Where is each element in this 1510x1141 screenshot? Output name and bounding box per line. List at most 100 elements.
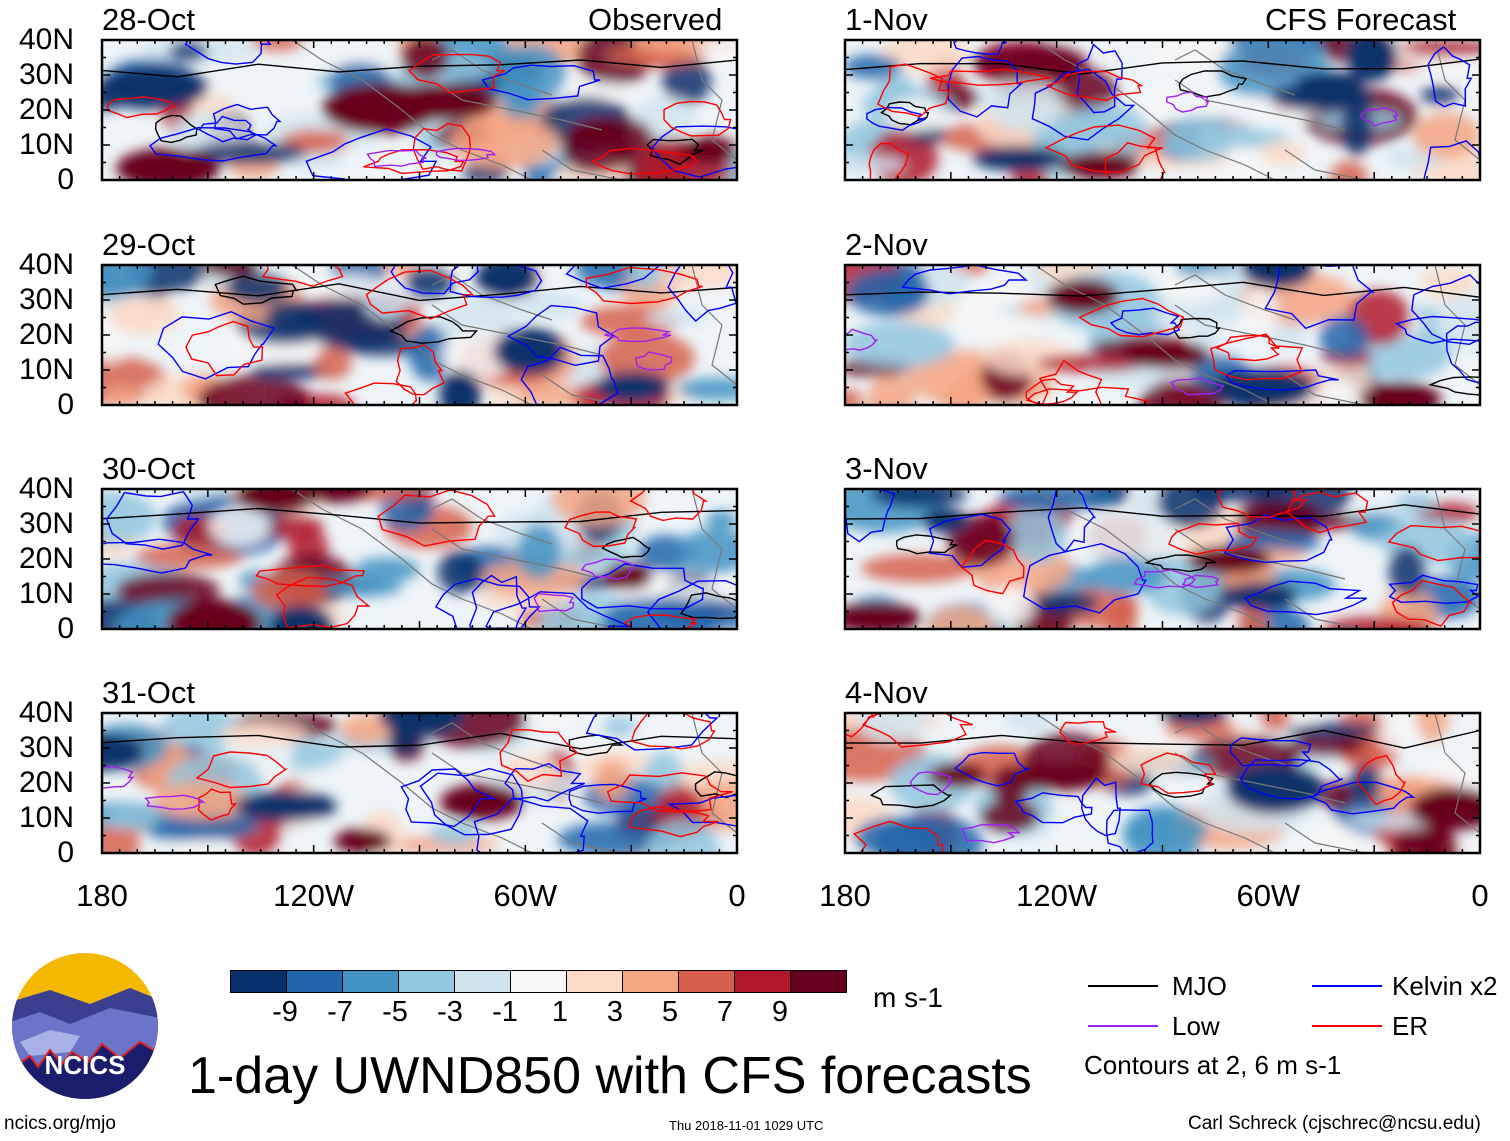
legend-label-er: ER [1392,1011,1429,1041]
wind-anomaly-field [102,489,737,629]
panel-date-label: 28-Oct [102,2,196,37]
lon-label: 60W [493,878,558,913]
lat-label: 40N [18,23,74,56]
colorbar-tick-label: -1 [492,996,518,1028]
wind-anomaly-field [845,713,1480,853]
colorbar-tick-label: 1 [551,996,569,1028]
lat-label: 10N [18,577,74,610]
lat-label: 30N [18,283,74,316]
colorbar-tick-label: 9 [771,996,789,1028]
lat-label: 30N [18,58,74,91]
colorbar-tick-label: 3 [606,996,624,1028]
colorbar-tick-label: -5 [382,996,408,1028]
lat-label: 20N [18,318,74,351]
panel-date-label: 29-Oct [102,227,196,262]
coastline [291,40,737,180]
legend-line-kelvin [1312,985,1382,987]
contours [102,265,737,405]
lon-label: 180 [76,878,128,913]
lon-label: 120W [1016,878,1098,913]
lat-label: 0 [57,836,74,869]
lat-label: 30N [18,731,74,764]
lon-label: 0 [728,878,746,913]
lat-label: 0 [57,612,74,645]
colorbar-tick-label: 7 [716,996,734,1028]
lon-label: 180 [819,878,871,913]
panel-date-label: 30-Oct [102,451,196,486]
legend-line-low [1088,1025,1158,1027]
lat-label: 40N [18,696,74,729]
cfs-forecast-header: CFS Forecast [1265,2,1457,37]
lat-label: 10N [18,801,74,834]
lat-label: 0 [57,163,74,196]
units-label: m s-1 [873,982,943,1013]
coastline [1034,713,1480,853]
lat-label: 0 [57,388,74,421]
coastline [291,713,737,853]
colorbar-swatch [455,971,511,992]
colorbar-tick-label: 5 [661,996,679,1028]
colorbar-swatch [343,971,399,992]
panel-date-label: 1-Nov [845,2,928,37]
map-panel [100,711,739,855]
footer-timestamp: Thu 2018-11-01 1029 UTC [669,1118,824,1133]
lat-label: 20N [18,93,74,126]
wind-anomaly-field [845,40,1480,180]
map-panel [100,263,739,407]
contours [845,489,1480,628]
coastline [1034,40,1480,180]
legend-line-er [1312,1025,1382,1027]
map-panel [100,38,739,182]
lat-label: 40N [18,248,74,281]
footer-url: ncics.org/mjo [4,1113,116,1134]
panel-date-label: 4-Nov [845,675,928,710]
contour-note: Contours at 2, 6 m s-1 [1084,1050,1342,1080]
map-panel [100,487,739,631]
contours [845,713,1480,853]
footer-author: Carl Schreck (cjschrec@ncsu.edu) [1188,1113,1481,1134]
colorbar-swatch [791,971,846,992]
legend-label-kelvin: Kelvin x2 [1392,971,1498,1001]
contours [845,40,1480,180]
colorbar-swatch [511,971,567,992]
panel-date-label: 3-Nov [845,451,928,486]
lat-label: 10N [18,128,74,161]
lon-label: 120W [273,878,355,913]
observed-header: Observed [588,2,723,37]
ncics-logo: NCICS [12,953,158,1099]
wind-anomaly-field [102,265,737,405]
contours [845,265,1480,405]
legend-label-mjo: MJO [1172,971,1227,1001]
panel-date-label: 2-Nov [845,227,928,262]
colorbar-swatch [567,971,623,992]
map-panel [843,487,1482,631]
colorbar-tick-label: -3 [437,996,463,1028]
contours [102,713,737,853]
lat-label: 40N [18,472,74,505]
panel-date-label: 31-Oct [102,675,196,710]
colorbar-swatch [231,971,287,992]
coastline [291,489,737,629]
figure-title: 1-day UWND850 with CFS forecasts [188,1047,1032,1105]
colorbar-tick-label: -9 [272,996,298,1028]
lon-label: 60W [1236,878,1301,913]
map-panel [843,38,1482,182]
logo-text: NCICS [45,1050,126,1080]
contours [102,489,737,629]
colorbar-swatch [679,971,735,992]
colorbar-swatch [623,971,679,992]
contours [102,40,737,180]
map-panel [843,263,1482,407]
colorbar-swatch [735,971,791,992]
legend-label-low: Low [1172,1011,1220,1041]
map-panel [843,711,1482,855]
legend-line-mjo [1088,985,1158,987]
colorbar-swatch [399,971,455,992]
colorbar-swatch [287,971,343,992]
lon-label: 0 [1471,878,1489,913]
lat-label: 30N [18,507,74,540]
lat-label: 20N [18,766,74,799]
colorbar-tick-label: -7 [327,996,353,1028]
lat-label: 20N [18,542,74,575]
lat-label: 10N [18,353,74,386]
